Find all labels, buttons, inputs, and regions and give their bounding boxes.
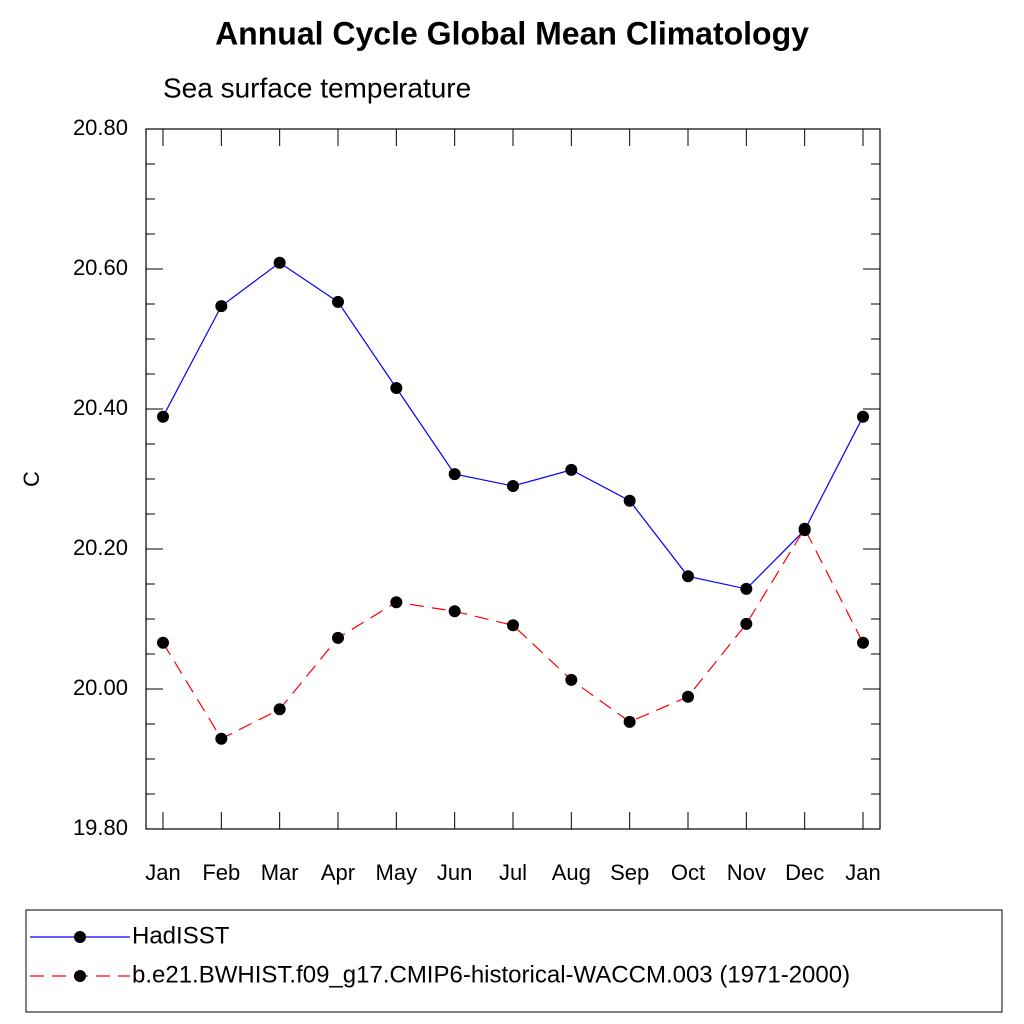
data-point [798, 522, 811, 535]
x-tick-label: Mar [261, 860, 299, 885]
data-point [448, 468, 461, 481]
data-point [857, 410, 869, 423]
x-tick-label: May [376, 860, 418, 885]
data-point [682, 690, 694, 703]
y-axis-label: C [19, 471, 44, 487]
x-tick-label: Dec [785, 860, 824, 885]
legend-marker [74, 931, 86, 943]
data-point [390, 596, 403, 609]
legend-label: HadISST [132, 922, 230, 949]
x-tick-label: Jun [437, 860, 472, 885]
data-point [740, 582, 753, 595]
data-point [623, 494, 636, 507]
data-point [740, 617, 753, 630]
y-tick-label: 20.80 [73, 115, 128, 140]
y-tick-label: 20.20 [73, 535, 128, 560]
data-point [448, 605, 461, 618]
chart-subtitle: Sea surface temperature [163, 72, 471, 103]
y-tick-label: 20.40 [73, 395, 128, 420]
x-tick-label: Nov [727, 860, 766, 885]
data-point [332, 631, 344, 644]
chart-title: Annual Cycle Global Mean Climatology [215, 15, 809, 51]
data-point [682, 570, 694, 583]
data-point [215, 732, 228, 745]
legend-box [25, 909, 1003, 1013]
data-point [623, 715, 636, 728]
x-tick-label: Apr [321, 860, 355, 885]
data-point [857, 636, 869, 649]
data-point [507, 480, 519, 492]
x-tick-label: Jul [499, 860, 527, 885]
data-point [215, 300, 228, 313]
x-tick-label: Feb [202, 860, 240, 885]
data-point [273, 703, 286, 716]
data-point [565, 673, 578, 686]
legend-marker [74, 970, 86, 982]
data-point [157, 636, 169, 649]
x-tick-label: Sep [610, 860, 649, 885]
data-point [390, 382, 403, 394]
series-line [162, 261, 864, 590]
data-point [332, 295, 344, 308]
x-tick-label: Oct [671, 860, 705, 885]
data-point [157, 410, 169, 423]
y-tick-label: 20.00 [73, 675, 128, 700]
x-tick-label: Jan [845, 860, 880, 885]
data-point [273, 256, 286, 269]
legend-label: b.e21.BWHIST.f09_g17.CMIP6-historical-WA… [132, 961, 850, 988]
x-tick-label: Jan [145, 860, 180, 885]
y-tick-label: 20.60 [73, 255, 128, 280]
plot-frame [145, 128, 881, 830]
data-point [565, 463, 578, 476]
y-tick-label: 19.80 [73, 815, 128, 840]
x-tick-label: Aug [552, 860, 591, 885]
data-point [507, 619, 519, 632]
series-line [162, 527, 864, 740]
